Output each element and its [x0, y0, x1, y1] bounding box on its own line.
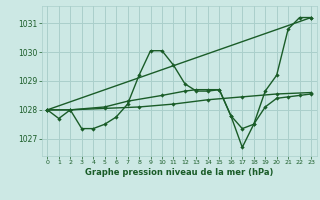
- X-axis label: Graphe pression niveau de la mer (hPa): Graphe pression niveau de la mer (hPa): [85, 168, 273, 177]
